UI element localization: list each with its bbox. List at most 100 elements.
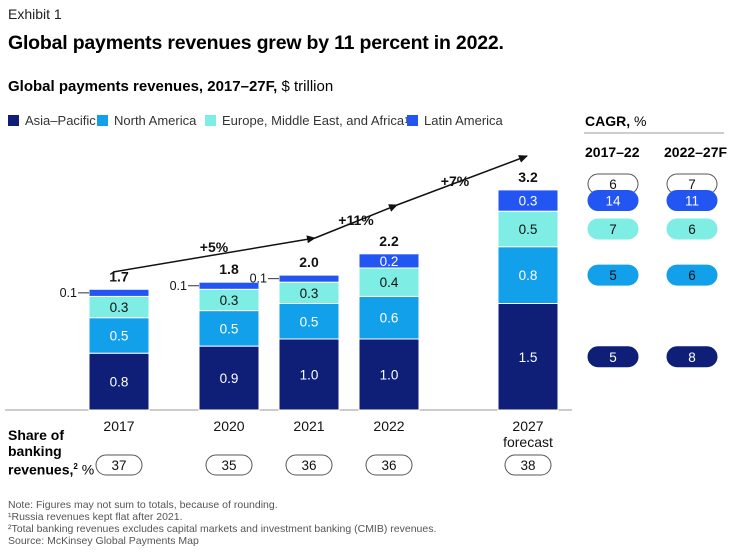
growth-annotation: +5% [200, 239, 229, 255]
cagr-north-america-value: 6 [688, 268, 696, 283]
bar-segment-asia-pacific [358, 338, 420, 411]
segment-label-emea: 0.5 [519, 222, 538, 237]
cagr-total-value: 6 [609, 177, 617, 192]
cagr-emea-pill [587, 218, 639, 240]
segment-label-latin-america: 0.1 [60, 286, 77, 300]
cagr-period-1: 2017–22 [585, 144, 640, 160]
cagr-total-value: 7 [688, 177, 696, 192]
share-of-banking-label: Share of banking revenues,2 % [8, 427, 98, 478]
segment-label-latin-america: 0.1 [250, 272, 267, 286]
bar-segment-asia-pacific [88, 352, 150, 411]
share-pill [504, 454, 552, 476]
bar-segment-north-america [198, 310, 260, 347]
share-value: 36 [381, 458, 396, 473]
note-russia: ¹Russia revenues kept flat after 2021. [8, 511, 183, 523]
subtitle-unit: $ trillion [277, 78, 334, 95]
share-value: 37 [111, 458, 126, 473]
note-source: Source: McKinsey Global Payments Map [8, 535, 199, 547]
legend-swatch [8, 115, 19, 126]
bar-segment-north-america [358, 295, 420, 340]
legend-item-north-america: North America [97, 113, 196, 128]
cagr-latin-america-pill [666, 190, 718, 212]
segment-label-asia-pacific: 0.9 [220, 371, 239, 386]
share-pill [365, 454, 413, 476]
bar-segment-latin-america [497, 189, 559, 212]
legend-item-latin-america: Latin America [407, 113, 503, 128]
share-pill [95, 454, 143, 476]
bar-total-label: 3.2 [518, 169, 538, 185]
cagr-title-text: CAGR, [585, 113, 631, 129]
segment-label-latin-america: 0.2 [380, 254, 399, 269]
cagr-north-america-pill [587, 264, 639, 286]
segment-label-north-america: 0.5 [220, 321, 239, 336]
cagr-emea-value: 7 [609, 222, 617, 237]
growth-arrow [112, 235, 316, 273]
bar-segment-asia-pacific [497, 303, 559, 411]
bar-segment-north-america [497, 246, 559, 304]
bar-segment-north-america [88, 317, 150, 354]
headline: Global payments revenues grew by 11 perc… [8, 32, 504, 54]
legend-label: Asia–Pacific [25, 113, 96, 128]
segment-label-north-america: 0.5 [300, 314, 319, 329]
segment-label-north-america: 0.6 [380, 311, 399, 326]
share-value: 38 [520, 458, 535, 473]
x-tick-label: 2020 [213, 418, 244, 434]
segment-label-emea: 0.3 [300, 286, 319, 301]
share-label-unit: % [77, 461, 95, 478]
cagr-emea-pill [666, 218, 718, 240]
bar-segment-emea [358, 267, 420, 297]
growth-arrow [396, 155, 528, 206]
segment-label-asia-pacific: 1.0 [300, 368, 319, 383]
share-value: 36 [301, 458, 316, 473]
legend-label: Europe, Middle East, and Africa [222, 113, 405, 128]
cagr-asia-pacific-pill [666, 346, 718, 368]
bar-total-label: 2.0 [299, 254, 319, 270]
x-tick-label: 2022 [373, 418, 404, 434]
bar-segment-latin-america [88, 288, 150, 297]
bar-segment-asia-pacific [198, 345, 260, 411]
legend-footnote-marker: 1 [404, 116, 408, 125]
note-banking: ²Total banking revenues excludes capital… [8, 523, 437, 535]
segment-label-latin-america: 0.3 [519, 194, 538, 209]
legend-label: Latin America [424, 113, 503, 128]
growth-annotation: +11% [338, 212, 374, 228]
segment-label-asia-pacific: 1.0 [380, 368, 399, 383]
segment-label-emea: 0.4 [380, 275, 399, 290]
cagr-latin-america-pill [587, 190, 639, 212]
cagr-unit: % [630, 113, 647, 129]
cagr-north-america-value: 5 [609, 268, 617, 283]
segment-label-north-america: 0.8 [519, 268, 538, 283]
cagr-north-america-pill [666, 264, 718, 286]
cagr-latin-america-value: 11 [685, 194, 699, 209]
legend-item-asia-pacific: Asia–Pacific [8, 113, 96, 128]
x-tick-label: forecast [503, 434, 553, 450]
bar-segment-asia-pacific [278, 338, 340, 411]
bar-segment-latin-america [278, 274, 340, 283]
note-rounding: Note: Figures may not sum to totals, bec… [8, 499, 278, 511]
x-tick-label: 2027 [512, 418, 543, 434]
legend-label: North America [114, 113, 197, 128]
share-pill [205, 454, 253, 476]
subtitle-bold: Global payments revenues, 2017–27F, [8, 78, 278, 95]
segment-label-latin-america: 0.1 [170, 279, 187, 293]
share-label-footnote: 2 [73, 462, 78, 471]
share-label-text: Share of banking revenues, [8, 427, 74, 478]
chart-subtitle: Global payments revenues, 2017–27F, $ tr… [8, 78, 333, 95]
bar-total-label: 1.8 [219, 261, 239, 277]
cagr-emea-value: 6 [688, 222, 696, 237]
exhibit-label: Exhibit 1 [8, 6, 62, 22]
segment-label-asia-pacific: 0.8 [110, 375, 129, 390]
share-value: 35 [221, 458, 236, 473]
segment-label-north-america: 0.5 [110, 328, 129, 343]
bar-segment-latin-america [358, 253, 420, 269]
legend-swatch [407, 115, 418, 126]
cagr-title: CAGR, % [585, 113, 646, 129]
bar-segment-north-america [278, 303, 340, 340]
legend-item-emea: Europe, Middle East, and Africa1 [205, 113, 409, 128]
growth-annotation: +7% [441, 173, 470, 189]
cagr-asia-pacific-pill [587, 346, 639, 368]
segment-label-emea: 0.3 [220, 293, 239, 308]
x-tick-label: 2017 [103, 418, 134, 434]
legend-swatch [205, 115, 216, 126]
